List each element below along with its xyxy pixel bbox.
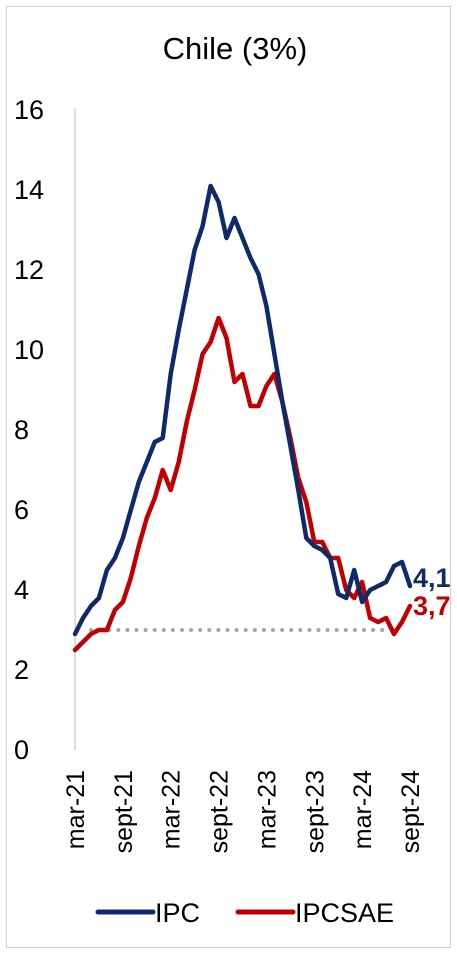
series-line-ipcsae bbox=[72, 315, 413, 653]
y-tick-label: 0 bbox=[14, 735, 29, 765]
x-tick-label: sept-22 bbox=[206, 770, 234, 853]
x-tick-label: sept-23 bbox=[301, 770, 329, 853]
series-line-ipc bbox=[72, 183, 413, 637]
x-tick-label: sept-24 bbox=[397, 770, 425, 853]
series-lines bbox=[72, 183, 413, 653]
x-tick-label: mar-24 bbox=[349, 770, 377, 849]
chart-title: Chile (3%) bbox=[163, 31, 308, 66]
y-tick-label: 4 bbox=[14, 575, 29, 605]
y-tick-label: 2 bbox=[14, 655, 29, 685]
legend-label-ipcsae: IPCSAE bbox=[295, 898, 394, 928]
x-tick-label: mar-21 bbox=[62, 770, 90, 849]
end-label-ipcsae: 3,7 bbox=[413, 591, 451, 621]
y-axis-ticks: 0 2 4 6 8 10 12 14 16 bbox=[14, 95, 44, 765]
x-tick-label: mar-22 bbox=[158, 770, 186, 849]
x-tick-label: sept-21 bbox=[110, 770, 138, 853]
x-tick-label: mar-23 bbox=[253, 770, 281, 849]
y-tick-label: 8 bbox=[14, 415, 29, 445]
y-tick-label: 14 bbox=[14, 175, 44, 205]
y-tick-label: 16 bbox=[14, 95, 44, 125]
legend: IPC IPCSAE bbox=[95, 898, 394, 928]
legend-label-ipc: IPC bbox=[155, 898, 200, 928]
y-tick-label: 12 bbox=[14, 255, 44, 285]
y-tick-label: 6 bbox=[14, 495, 29, 525]
x-axis-ticks: mar-21 sept-21 mar-22 sept-22 mar-23 sept-23 m… bbox=[62, 770, 425, 853]
chart-frame bbox=[6, 6, 451, 948]
series-end-labels: 4,13,7 bbox=[413, 563, 451, 621]
end-label-ipc: 4,1 bbox=[413, 563, 451, 593]
y-tick-label: 10 bbox=[14, 335, 44, 365]
